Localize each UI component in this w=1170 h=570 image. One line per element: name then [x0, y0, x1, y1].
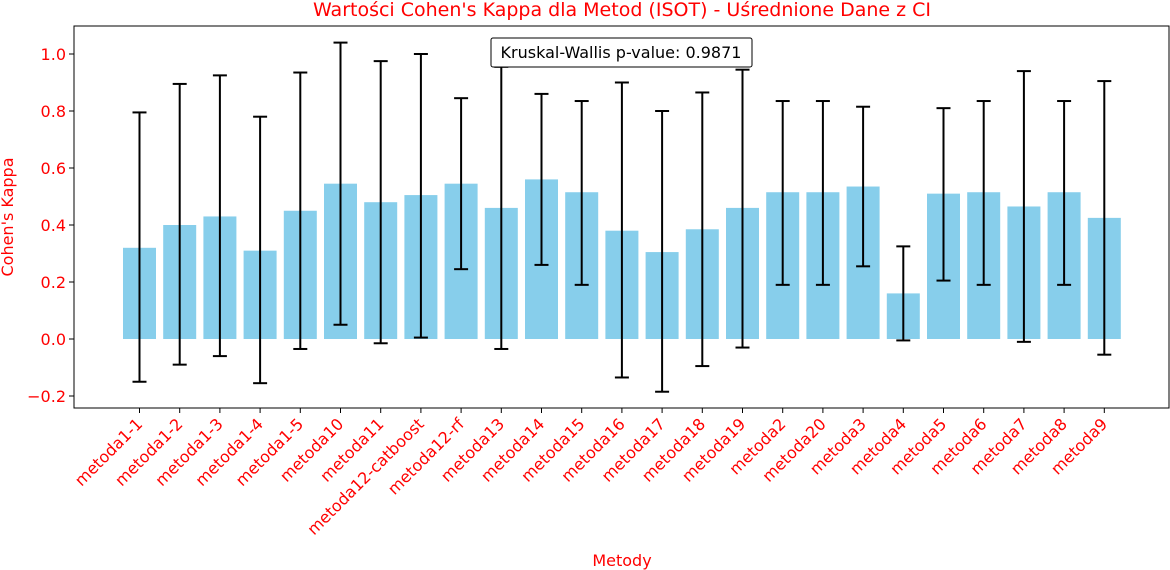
annotation-text: Kruskal-Wallis p-value: 0.9871: [501, 43, 742, 62]
y-tick-label: −0.2: [27, 387, 66, 406]
y-tick-label: 0.8: [41, 102, 66, 121]
y-tick-label: 0.0: [41, 330, 66, 349]
y-axis: −0.2 0.0 0.2 0.4 0.6 0.8 1.0: [27, 45, 74, 406]
error-bars-group: [132, 41, 1112, 393]
annotation-frame: [490, 37, 753, 68]
y-tick-label: 0.6: [41, 159, 66, 178]
y-tick-label: 1.0: [41, 45, 66, 64]
y-axis-label: Cohen's Kappa: [0, 157, 17, 276]
annotation-box: Kruskal-Wallis p-value: 0.9871: [490, 37, 753, 68]
chart-title: Wartości Cohen's Kappa dla Metod (ISOT) …: [313, 0, 931, 21]
y-tick-label: 0.4: [41, 216, 66, 235]
x-axis-label: Metody: [592, 551, 651, 570]
y-tick-label: 0.2: [41, 273, 66, 292]
